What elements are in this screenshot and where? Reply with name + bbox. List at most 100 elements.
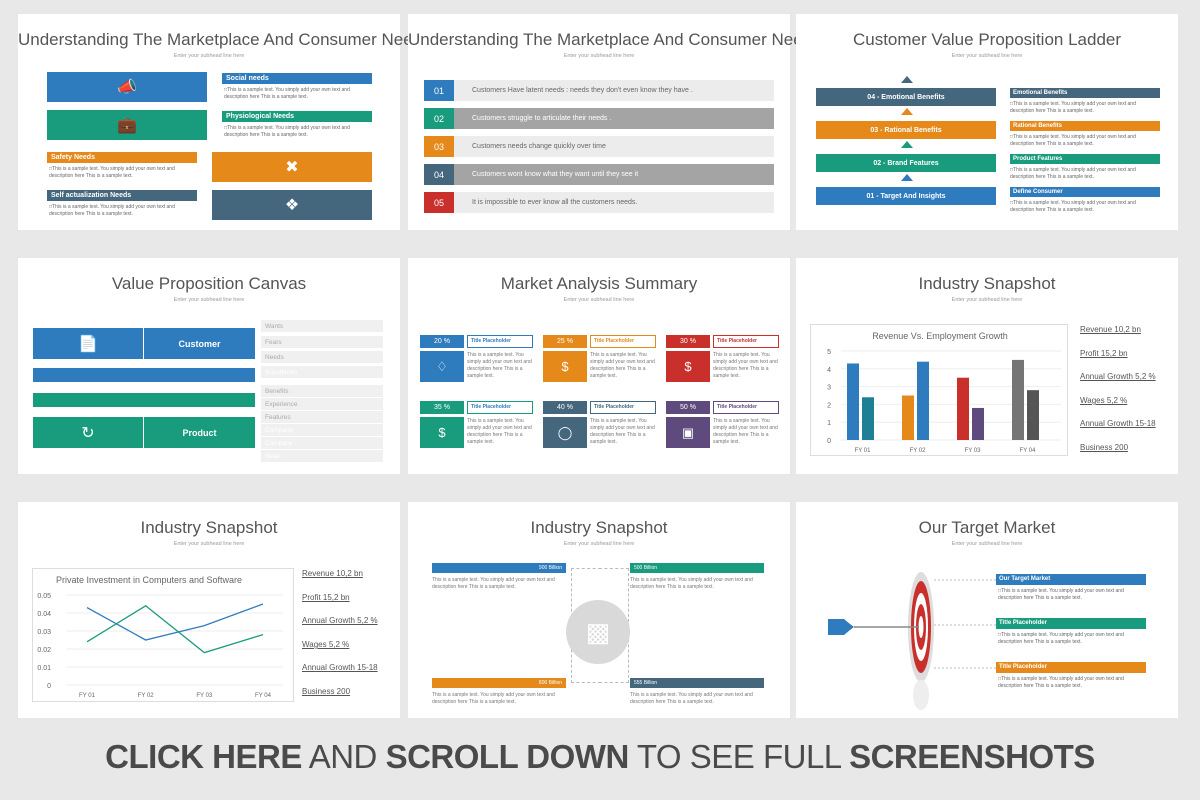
list-item: 01 Customers Have latent needs : needs th… [424,80,774,101]
row-text: Customers wont know what they want until… [472,171,639,178]
list-item: 02 Customers struggle to articulate their… [424,108,774,129]
slide-subhead: Enter your subhead line here [563,297,635,303]
megaphone-icon: 📣 [47,72,207,102]
stat-link[interactable]: Wages 5,2 % [1080,396,1128,405]
arrow-up-icon [901,141,913,148]
slide-title: Value Proposition Canvas [111,274,307,293]
stat-link[interactable]: Wages 5,2 % [302,640,350,649]
ladder-step-2: 02 - Brand Features [816,154,996,172]
value-bar: 900 Billion [432,563,566,573]
y-tick-label: 0 [47,683,51,690]
coins-icon: ◯ [543,417,587,448]
percent-badge: 20 % [420,335,464,348]
y-tick-label: 3 [827,385,831,392]
cta-click-here[interactable]: CLICK HERE [105,738,302,775]
body-text: This is a sample text. You simply add yo… [998,588,1148,602]
tag-icon: ♢ [420,351,464,382]
stat-link[interactable]: Profit 15,2 bn [302,593,350,602]
row-number: 05 [424,192,454,213]
slide-subhead: Enter your subhead line here [951,297,1023,303]
cta-banner[interactable]: CLICK HERE AND SCROLL DOWN TO SEE FULL S… [0,738,1200,776]
slide-marketplace-needs-2[interactable]: Understanding The Marketplace And Consum… [408,14,821,230]
canvas-row: Company : [261,437,383,450]
customer-bar [33,368,255,382]
stat-link[interactable]: Business 200 [1080,443,1129,452]
stat-link[interactable]: Revenue 10,2 bn [302,569,363,578]
slide-market-analysis[interactable]: Market Analysis Summary Enter your subhe… [408,258,790,474]
stat-link[interactable]: Annual Growth 5,2 % [302,616,378,625]
x-tick-label: FY 04 [1020,448,1037,454]
label-product-features: Product Features [1010,154,1160,164]
row-text: It is impossible to ever know all the cu… [472,199,638,206]
series-line [86,605,264,654]
line-chart-svg: Private Investment in Computers and Soft… [37,575,283,699]
y-tick-label: 0.02 [37,647,51,654]
slide-industry-snapshot-line[interactable]: Industry Snapshot Enter your subhead lin… [18,502,400,718]
dart-target-icon [828,572,1004,710]
slide-industry-snapshot-bar[interactable]: Industry Snapshot Enter your subhead lin… [796,258,1178,474]
slide-value-ladder[interactable]: Customer Value Proposition Ladder Enter … [796,14,1178,230]
stat-link[interactable]: Annual Growth 15-18 [1080,419,1156,428]
stat-link[interactable]: Business 200 [302,687,351,696]
bar [1027,390,1039,440]
x-tick-label: FY 03 [965,448,982,454]
y-tick-label: 1 [827,420,831,427]
banknote-icon: $ [666,351,710,382]
x-tick-label: FY 01 [79,693,96,699]
slide-subhead: Enter your subhead line here [951,541,1023,547]
money-hand-icon: $ [543,351,587,382]
canvas-row: Experience [261,398,383,411]
bar [862,397,874,440]
product-box: Product [144,417,255,448]
stat-link[interactable]: Revenue 10,2 bn [1080,325,1141,334]
slide-title: Industry Snapshot [918,274,1056,293]
label-safety-needs: Safety Needs [47,152,197,163]
canvas-row: Ideal : [261,450,383,463]
placeholder-title: Title Placeholder [467,401,533,414]
tools-icon: ✖ [212,152,372,182]
slide-title: Customer Value Proposition Ladder [852,30,1122,49]
body-text: This is a sample text. You simply add yo… [224,125,372,139]
refresh-icon: ↻ [33,417,143,448]
tablet-icon: ▣ [666,417,710,448]
placeholder-title: Title Placeholder [590,335,656,348]
stat-link[interactable]: Annual Growth 15-18 [302,663,378,672]
slide-subhead: Enter your subhead line here [173,53,245,59]
chart-title: Private Investment in Computers and Soft… [56,575,242,585]
slide-title: Understanding The Marketplace And Consum… [18,30,431,49]
label-social-needs: Social needs [222,73,372,84]
slide-marketplace-needs-1[interactable]: Understanding The Marketplace And Consum… [18,14,431,230]
list-item: 05 It is impossible to ever know all the … [424,192,774,213]
slide-target-market[interactable]: Our Target Market Enter your subhead lin… [796,502,1178,718]
label-placeholder: Title Placeholder [996,618,1146,629]
x-tick-label: FY 04 [255,693,272,699]
percent-badge: 35 % [420,401,464,414]
slide-subhead: Enter your subhead line here [563,53,635,59]
bar [917,361,929,440]
placeholder-title: Title Placeholder [467,335,533,348]
bar [957,377,969,440]
slide-subhead: Enter your subhead line here [173,297,245,303]
canvas-row: Features [261,411,383,424]
ladder-step-3: 03 - Rational Benefits [816,121,996,139]
row-number: 01 [424,80,454,101]
slide-value-canvas[interactable]: Value Proposition Canvas Enter your subh… [18,258,400,474]
body-text: This is a sample text. You simply add yo… [630,577,753,590]
body-text: This is a sample text. You simply add yo… [49,166,199,180]
slide-industry-snapshot-money[interactable]: Industry Snapshot Enter your subhead lin… [408,502,790,718]
value-bar: 555 Billion [630,678,764,688]
slide-subhead: Enter your subhead line here [563,541,635,547]
stat-link[interactable]: Profit 15,2 bn [1080,349,1128,358]
percent-badge: 30 % [666,335,710,348]
cta-text: TO SEE FULL [628,738,850,775]
row-text: Customers needs change quickly over time [472,143,606,150]
y-tick-label: 4 [827,367,831,374]
slide-title: Industry Snapshot [530,518,668,537]
arrow-up-icon [901,76,913,83]
line-chart: Private Investment in Computers and Soft… [32,568,294,702]
ladder-step-1: 01 - Target And Insights [816,187,996,205]
body-text: This is a sample text. You simply add yo… [432,692,555,705]
body-text: This is a sample text. You simply add yo… [1010,134,1160,148]
stat-link[interactable]: Annual Growth 5,2 % [1080,372,1156,381]
body-text: This is a sample text. You simply add yo… [590,418,655,445]
